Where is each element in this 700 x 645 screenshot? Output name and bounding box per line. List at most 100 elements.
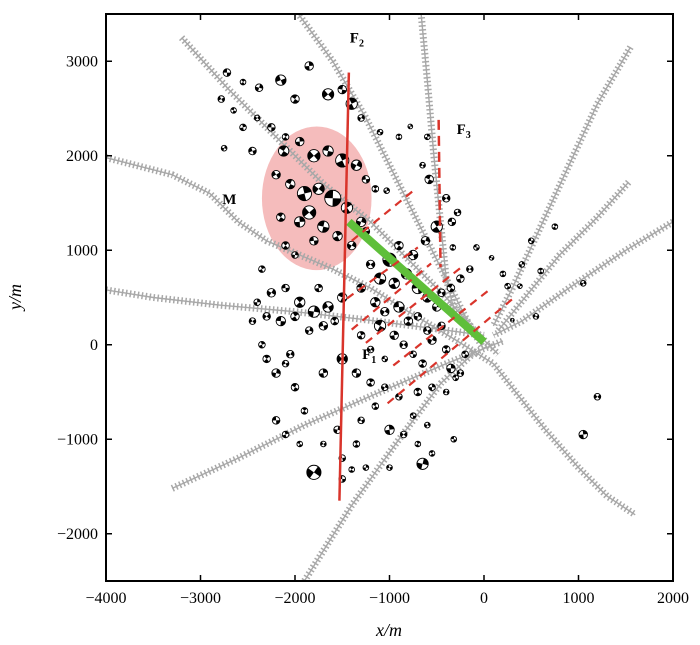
beachball-compression-0 — [489, 255, 492, 259]
fault-f1-segment-3 — [365, 266, 463, 344]
focal-mechanism-120 — [366, 378, 375, 387]
annotation-m: M — [222, 192, 236, 208]
focal-mechanism-73 — [517, 283, 523, 289]
beachball-compression-0 — [393, 301, 399, 308]
beachball-compression-0 — [320, 441, 324, 446]
beachball-compression-1 — [353, 440, 359, 444]
beachball-compression-0 — [322, 90, 329, 99]
beachball-compression-1 — [260, 265, 265, 270]
beachball-compression-0 — [239, 127, 244, 131]
beachball-compression-0 — [278, 217, 285, 222]
focal-mechanism-95 — [393, 301, 405, 313]
beachball-compression-1 — [257, 298, 261, 303]
beachball-compression-0 — [262, 313, 267, 320]
focal-mechanism-84 — [262, 312, 271, 321]
beachball-compression-0 — [280, 321, 286, 326]
beachball-compression-1 — [299, 137, 304, 142]
focal-mechanism-148 — [416, 457, 429, 470]
focal-mechanism-3 — [275, 74, 287, 86]
beachball-compression-1 — [375, 320, 383, 326]
focal-mechanism-20 — [248, 146, 257, 156]
x-tick-label: 0 — [480, 590, 488, 607]
beachball-compression-1 — [284, 431, 289, 435]
beachball-compression-1 — [342, 355, 348, 363]
annotation-subscript: 3 — [466, 130, 471, 141]
beachball-compression-1 — [276, 172, 281, 179]
beachball-compression-1 — [422, 458, 429, 466]
focal-mechanism-87 — [304, 326, 314, 335]
beachball-compression-1 — [349, 98, 357, 104]
beachball-compression-0 — [309, 236, 314, 242]
focal-mechanism-147 — [348, 466, 355, 473]
beachball-compression-0 — [282, 360, 286, 366]
beachball-compression-0 — [308, 310, 314, 318]
beachball-compression-0 — [367, 382, 373, 387]
beachball-compression-1 — [392, 278, 400, 284]
focal-mechanism-99 — [373, 319, 387, 332]
focal-mechanism-17 — [267, 123, 276, 132]
beachball-compression-1 — [512, 319, 515, 322]
beachball-compression-1 — [328, 90, 334, 99]
beachball-compression-0 — [354, 443, 359, 448]
beachball-compression-0 — [357, 335, 363, 340]
focal-mechanism-28 — [371, 185, 380, 193]
focal-mechanism-49 — [424, 133, 431, 141]
focal-mechanism-24 — [322, 145, 334, 157]
beachball-compression-0 — [397, 136, 402, 140]
beachball-compression-1 — [318, 184, 325, 193]
beachball-compression-1 — [291, 94, 298, 100]
focal-mechanism-42 — [332, 230, 343, 242]
focal-mechanism-70 — [453, 208, 462, 217]
beachball-compression-1 — [372, 402, 377, 407]
beachball-compression-0 — [297, 193, 307, 201]
focal-mechanism-136 — [409, 412, 417, 419]
beachball-compression-0 — [226, 72, 231, 77]
beachball-compression-0 — [424, 136, 428, 140]
beachball-compression-1 — [432, 383, 436, 388]
beachball-compression-0 — [291, 316, 298, 321]
beachball-compression-0 — [267, 290, 272, 297]
beachball-compression-0 — [390, 335, 395, 340]
beachball-compression-1 — [409, 350, 414, 355]
beachball-compression-0 — [333, 428, 338, 434]
y-tick-label: 1000 — [66, 242, 98, 259]
focal-mechanism-54 — [407, 249, 419, 261]
beachball-compression-0 — [240, 82, 245, 85]
beachball-compression-1 — [443, 345, 449, 350]
focal-mechanism-156 — [527, 237, 535, 245]
beachball-compression-0 — [254, 116, 258, 121]
focal-mechanism-137 — [414, 440, 422, 448]
beachball-compression-1 — [313, 240, 319, 246]
x-tick-label: −2000 — [274, 590, 315, 607]
beachball-compression-1 — [309, 327, 313, 332]
focal-mechanism-41 — [317, 220, 330, 233]
beachball-compression-1 — [313, 466, 321, 477]
focal-mechanism-151 — [578, 429, 588, 440]
beachball-compression-1 — [416, 441, 421, 444]
beachball-compression-0 — [384, 429, 391, 435]
beachball-compression-1 — [457, 209, 461, 214]
tunnel-axis-2 — [297, 14, 485, 350]
focal-mechanism-109 — [461, 350, 469, 358]
focal-mechanism-133 — [371, 402, 380, 410]
focal-mechanism-26 — [350, 159, 363, 171]
fault-f1-segment-2 — [350, 262, 432, 331]
beachball-compression-0 — [501, 273, 506, 277]
focal-mechanism-134 — [384, 424, 395, 435]
beachball-compression-0 — [415, 392, 421, 396]
beachball-compression-0 — [341, 89, 347, 94]
focal-mechanism-71 — [488, 254, 495, 261]
beachball-compression-1 — [266, 313, 271, 319]
beachball-compression-0 — [506, 286, 511, 289]
focal-mechanism-126 — [452, 374, 459, 382]
y-tick-label: 0 — [90, 337, 98, 354]
beachball-compression-1 — [398, 306, 405, 313]
beachball-compression-0 — [295, 141, 301, 146]
beachball-compression-0 — [275, 75, 281, 83]
beachball-compression-0 — [476, 247, 480, 251]
beachball-compression-1 — [597, 394, 601, 400]
beachball-compression-1 — [257, 115, 261, 120]
beachball-compression-0 — [271, 170, 277, 177]
beachball-compression-0 — [428, 387, 433, 391]
beachball-compression-0 — [291, 254, 295, 259]
